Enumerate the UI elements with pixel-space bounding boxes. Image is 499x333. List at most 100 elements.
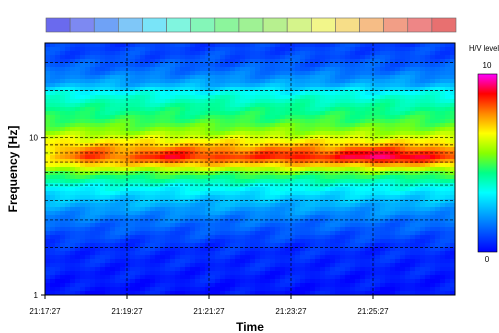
heatmap-cell <box>405 43 411 48</box>
heatmap-cell <box>45 239 51 244</box>
heatmap-cell <box>165 191 171 196</box>
heatmap-cell <box>315 163 321 168</box>
heatmap-cell <box>435 227 441 232</box>
heatmap-cell <box>250 59 256 64</box>
heatmap-cell <box>250 131 256 136</box>
heatmap-cell <box>155 47 161 52</box>
heatmap-cell <box>310 155 316 160</box>
heatmap-cell <box>220 99 226 104</box>
heatmap-cell <box>240 139 246 144</box>
heatmap-cell <box>320 239 326 244</box>
heatmap-cell <box>140 71 146 76</box>
heatmap-cell <box>280 187 286 192</box>
heatmap-cell <box>420 43 426 48</box>
heatmap-cell <box>320 79 326 84</box>
heatmap-cell <box>320 51 326 56</box>
heatmap-cell <box>440 163 446 168</box>
heatmap-cell <box>140 191 146 196</box>
heatmap-cell <box>335 103 341 108</box>
heatmap-cell <box>125 79 131 84</box>
heatmap-cell <box>365 155 371 160</box>
heatmap-cell <box>215 279 221 284</box>
heatmap-cell <box>105 263 111 268</box>
heatmap-cell <box>125 159 131 164</box>
heatmap-cell <box>135 87 141 92</box>
heatmap-cell <box>295 67 301 72</box>
heatmap-cell <box>150 155 156 160</box>
heatmap-cell <box>205 227 211 232</box>
heatmap-cell <box>405 111 411 116</box>
heatmap-cell <box>420 163 426 168</box>
heatmap-cell <box>125 51 131 56</box>
heatmap-cell <box>430 175 436 180</box>
heatmap-cell <box>220 59 226 64</box>
heatmap-cell <box>110 279 116 284</box>
heatmap-cell <box>355 219 361 224</box>
heatmap-cell <box>285 51 291 56</box>
heatmap-cell <box>90 155 96 160</box>
heatmap-cell <box>350 171 356 176</box>
heatmap-cell <box>150 263 156 268</box>
heatmap-cell <box>160 203 166 208</box>
heatmap-cell <box>395 207 401 212</box>
heatmap-cell <box>235 119 241 124</box>
heatmap-cell <box>395 167 401 172</box>
heatmap-cell <box>90 283 96 288</box>
heatmap-cell <box>235 195 241 200</box>
heatmap-cell <box>55 191 61 196</box>
heatmap-cell <box>445 219 451 224</box>
heatmap-cell <box>435 167 441 172</box>
heatmap-cell <box>310 267 316 272</box>
heatmap-cell <box>230 263 236 268</box>
heatmap-cell <box>360 83 366 88</box>
heatmap-cell <box>230 271 236 276</box>
heatmap-cell <box>350 251 356 256</box>
heatmap-cell <box>110 51 116 56</box>
heatmap-cell <box>175 99 181 104</box>
heatmap-cell <box>65 75 71 80</box>
heatmap-cell <box>120 203 126 208</box>
heatmap-cell <box>130 71 136 76</box>
heatmap-cell <box>280 55 286 60</box>
heatmap-cell <box>355 227 361 232</box>
heatmap-cell <box>295 271 301 276</box>
heatmap-cell <box>225 227 231 232</box>
heatmap-cell <box>85 95 91 100</box>
heatmap-cell <box>170 239 176 244</box>
heatmap-cell <box>450 211 455 216</box>
heatmap-cell <box>285 243 291 248</box>
heatmap-cell <box>450 231 455 236</box>
heatmap-cell <box>170 111 176 116</box>
heatmap-cell <box>120 83 126 88</box>
heatmap-cell <box>445 71 451 76</box>
heatmap-cell <box>50 227 56 232</box>
heatmap-cell <box>300 147 306 152</box>
heatmap-cell <box>155 195 161 200</box>
heatmap-cell <box>215 167 221 172</box>
heatmap-cell <box>300 67 306 72</box>
heatmap-cell <box>400 119 406 124</box>
heatmap-cell <box>260 147 266 152</box>
heatmap-cell <box>425 83 431 88</box>
heatmap-cell <box>100 203 106 208</box>
heatmap-cell <box>315 95 321 100</box>
heatmap-cell <box>345 219 351 224</box>
heatmap-cell <box>330 259 336 264</box>
heatmap-cell <box>210 83 216 88</box>
heatmap-cell <box>410 151 416 156</box>
heatmap-cell <box>170 171 176 176</box>
heatmap-cell <box>235 191 241 196</box>
heatmap-cell <box>280 59 286 64</box>
heatmap-cell <box>160 243 166 248</box>
heatmap-cell <box>415 151 421 156</box>
heatmap-cell <box>355 127 361 132</box>
heatmap-cell <box>140 271 146 276</box>
heatmap-cell <box>225 191 231 196</box>
heatmap-cell <box>450 279 455 284</box>
heatmap-cell <box>440 91 446 96</box>
heatmap-cell <box>320 279 326 284</box>
heatmap-cell <box>135 187 141 192</box>
heatmap-cell <box>185 171 191 176</box>
heatmap-cell <box>345 231 351 236</box>
heatmap-cell <box>380 99 386 104</box>
